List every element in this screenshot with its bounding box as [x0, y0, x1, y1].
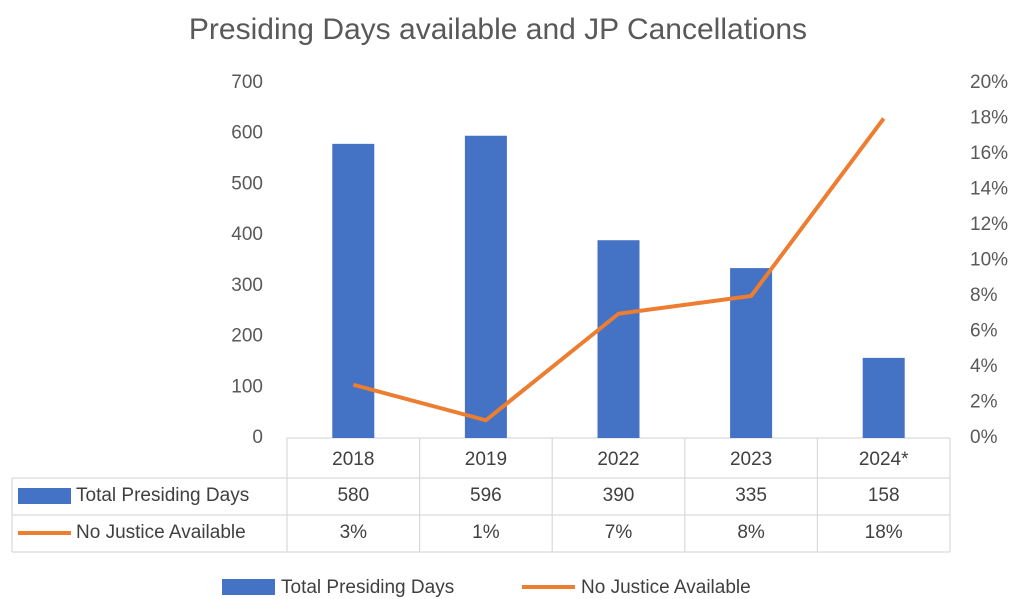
x-tick-label: 2023 — [730, 449, 772, 470]
bar — [862, 357, 905, 438]
table-cell: 335 — [735, 485, 767, 506]
table-cell: 158 — [868, 485, 900, 506]
y2-tick-label: 14% — [970, 179, 1008, 200]
table-cell: 1% — [472, 522, 500, 543]
y-tick-label: 400 — [231, 224, 263, 245]
bar — [597, 240, 640, 438]
y-tick-label: 200 — [231, 326, 263, 347]
x-tick-label: 2018 — [332, 449, 374, 470]
y-tick-label: 500 — [231, 173, 263, 194]
y2-tick-label: 8% — [970, 285, 998, 306]
table-cell: 18% — [865, 522, 903, 543]
table-cell: 580 — [337, 485, 369, 506]
y2-tick-label: 18% — [970, 108, 1008, 129]
bar — [464, 135, 507, 438]
y2-tick-label: 6% — [970, 321, 998, 342]
table-cell: 3% — [340, 522, 368, 543]
y-tick-label: 600 — [231, 123, 263, 144]
table-cell: 596 — [470, 485, 502, 506]
x-tick-label: 2022 — [597, 449, 639, 470]
y2-tick-label: 4% — [970, 356, 998, 377]
table-cell: 390 — [603, 485, 635, 506]
legend-label: Total Presiding Days — [281, 577, 454, 598]
y2-tick-label: 16% — [970, 143, 1008, 164]
y2-tick-label: 2% — [970, 392, 998, 413]
table-key — [18, 488, 71, 504]
y2-tick-label: 0% — [970, 427, 998, 448]
y-tick-label: 100 — [231, 376, 263, 397]
bar — [332, 143, 375, 438]
table-row-label: No Justice Available — [76, 522, 246, 543]
chart-title: Presiding Days available and JP Cancella… — [189, 13, 807, 46]
y2-tick-label: 20% — [970, 72, 1008, 93]
y-tick-label: 700 — [231, 72, 263, 93]
legend-label: No Justice Available — [581, 577, 751, 598]
line — [352, 117, 886, 423]
y2-tick-label: 10% — [970, 250, 1008, 271]
y-tick-label: 0 — [252, 427, 263, 448]
x-tick-label: 2019 — [465, 449, 507, 470]
table-cell: 7% — [605, 522, 633, 543]
table-row-label: Total Presiding Days — [76, 485, 249, 506]
legend-key — [222, 579, 275, 595]
y-tick-label: 300 — [231, 275, 263, 296]
x-tick-label: 2024* — [859, 449, 909, 470]
table-cell: 8% — [737, 522, 765, 543]
y2-tick-label: 12% — [970, 214, 1008, 235]
